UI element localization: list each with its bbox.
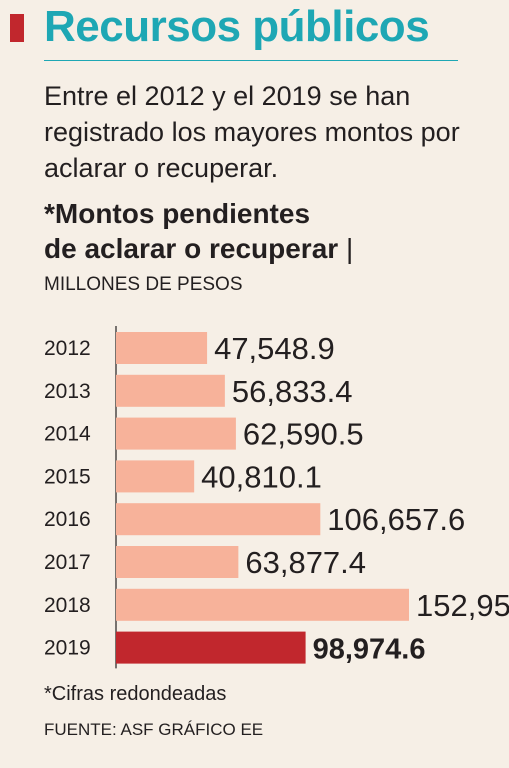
value-label: 62,590.5 [243, 417, 364, 452]
category-label: 2016 [44, 508, 91, 531]
footnote: *Cifras redondeadas [44, 683, 227, 705]
category-label: 2012 [44, 337, 91, 360]
category-label: 2018 [44, 594, 91, 617]
value-label: 98,974.6 [313, 634, 426, 666]
value-label: 47,548.9 [214, 331, 335, 366]
title-divider [44, 60, 458, 61]
bar-chart: 2012 47,548.9 2013 56,833.4 2014 62,590.5 2015… [44, 326, 509, 669]
intro-text: Entre el 2012 y el 2019 se han registrad… [44, 81, 460, 183]
value-label: 56,833.4 [232, 374, 353, 409]
accent-bar [10, 14, 24, 42]
category-label: 2017 [44, 551, 91, 574]
bar-2014 [116, 417, 236, 450]
chart-units: MILLONES DE PESOS [44, 274, 243, 295]
category-label: 2019 [44, 637, 91, 660]
bar-2017 [116, 546, 239, 578]
category-label: 2015 [44, 465, 91, 488]
chart-subtitle-line2: de aclarar o recuperar [44, 233, 339, 264]
page-title: Recursos públicos [44, 2, 430, 51]
bar-2012 [116, 332, 208, 364]
bar-2013 [116, 374, 225, 407]
value-label: 106,657.6 [327, 502, 465, 537]
value-label: 152,958.9 [416, 588, 509, 623]
chart-subtitle-line1: *Montos pendientes [44, 198, 311, 229]
bar-2016 [116, 503, 321, 536]
bar-2019 [116, 631, 306, 664]
bar-2018 [116, 588, 409, 621]
value-label: 63,877.4 [245, 545, 366, 580]
category-label: 2014 [44, 423, 91, 446]
value-label: 40,810.1 [201, 459, 322, 494]
bar-2015 [116, 460, 195, 493]
chart-subtitle-separator: | [338, 233, 354, 264]
chart-subtitle: *Montos pendientes de aclarar o recuperar… [44, 196, 484, 266]
category-label: 2013 [44, 380, 91, 403]
source-credit: FUENTE: ASF GRÁFICO EE [44, 720, 264, 739]
